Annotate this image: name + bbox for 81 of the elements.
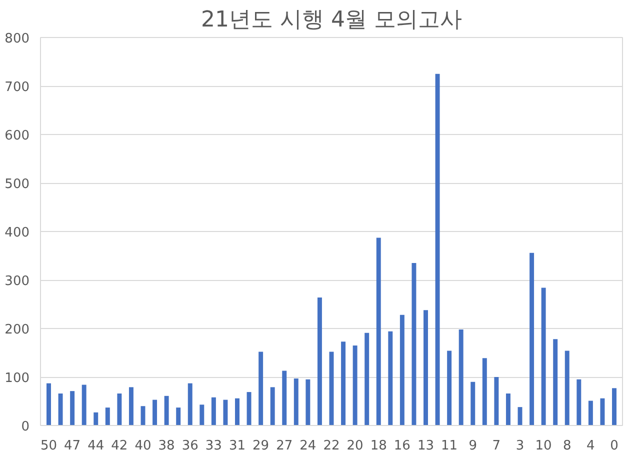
bar [470, 382, 476, 426]
x-tick-label: 42 [111, 438, 128, 452]
bar [317, 297, 322, 426]
bar [282, 370, 287, 426]
x-tick-label: 11 [441, 438, 458, 452]
x-tick-label: 31 [228, 438, 246, 452]
bar [46, 383, 51, 426]
bar [600, 398, 605, 426]
chart-title: 21년도 시행 4월 모의고사 [201, 8, 462, 32]
bar [117, 393, 122, 426]
x-tick-label: 50 [40, 438, 58, 452]
x-tick-label: 7 [492, 438, 501, 452]
bar [70, 391, 75, 426]
x-tick-label: 38 [158, 438, 175, 452]
bar [258, 352, 264, 426]
y-tick-label: 400 [4, 226, 30, 240]
x-tick-label: 16 [394, 438, 410, 452]
bar [211, 397, 216, 426]
bar [412, 263, 416, 426]
y-tick-label: 100 [4, 371, 30, 386]
bar [388, 331, 393, 426]
x-tick-label: 33 [205, 438, 222, 452]
x-tick-label: 40 [134, 438, 152, 452]
bar [506, 393, 510, 426]
bar [435, 74, 440, 426]
bar [494, 377, 499, 426]
bar [128, 387, 134, 426]
x-tick-label: 4 [586, 438, 595, 452]
x-tick-label: 9 [468, 438, 478, 452]
y-tick-label: 200 [4, 322, 30, 338]
bar [306, 379, 310, 426]
bar [352, 345, 358, 426]
bar [294, 378, 298, 426]
y-tick-label: 500 [4, 177, 30, 192]
x-tick-label: 8 [562, 438, 572, 452]
bar [200, 404, 204, 426]
bar [270, 387, 275, 426]
x-tick-label: 44 [88, 438, 104, 452]
bar [364, 332, 370, 426]
bar [400, 314, 404, 426]
bar [105, 408, 110, 426]
bar [58, 393, 63, 426]
x-tick-label: 47 [64, 438, 81, 452]
x-tick-label: 13 [417, 438, 434, 452]
bar [447, 350, 452, 426]
bar [82, 384, 86, 426]
bar [482, 358, 487, 426]
x-tick-label: 18 [370, 438, 387, 452]
bar [235, 398, 240, 426]
y-tick-label: 800 [4, 32, 30, 46]
bar [223, 400, 228, 426]
y-tick-label: 300 [4, 274, 30, 289]
bar [612, 388, 616, 426]
x-tick-label: 27 [276, 438, 293, 452]
bar [576, 379, 582, 426]
x-tick-label: 20 [346, 438, 364, 452]
bar [458, 329, 464, 426]
bar [94, 412, 98, 426]
bar [541, 288, 546, 426]
bar [341, 342, 346, 426]
bar [164, 396, 169, 426]
bar [376, 238, 381, 426]
x-tick-label: 24 [300, 438, 316, 452]
x-tick-label: 22 [323, 438, 340, 452]
x-tick-label: 3 [516, 438, 524, 452]
bar [588, 400, 593, 426]
bar [246, 392, 252, 426]
x-tick-label: 0 [610, 438, 618, 452]
bar [176, 408, 181, 426]
x-tick-label: 36 [182, 438, 198, 452]
x-tick-label: 29 [252, 438, 270, 452]
bar [152, 400, 158, 426]
x-tick-label: 10 [535, 438, 552, 452]
bar [553, 339, 558, 426]
bar [188, 383, 192, 426]
bar [530, 252, 534, 426]
bar [424, 310, 428, 426]
y-tick-label: 600 [4, 128, 30, 144]
y-tick-label: 0 [21, 420, 30, 434]
y-tick-label: 700 [4, 80, 30, 95]
bar [564, 350, 570, 426]
